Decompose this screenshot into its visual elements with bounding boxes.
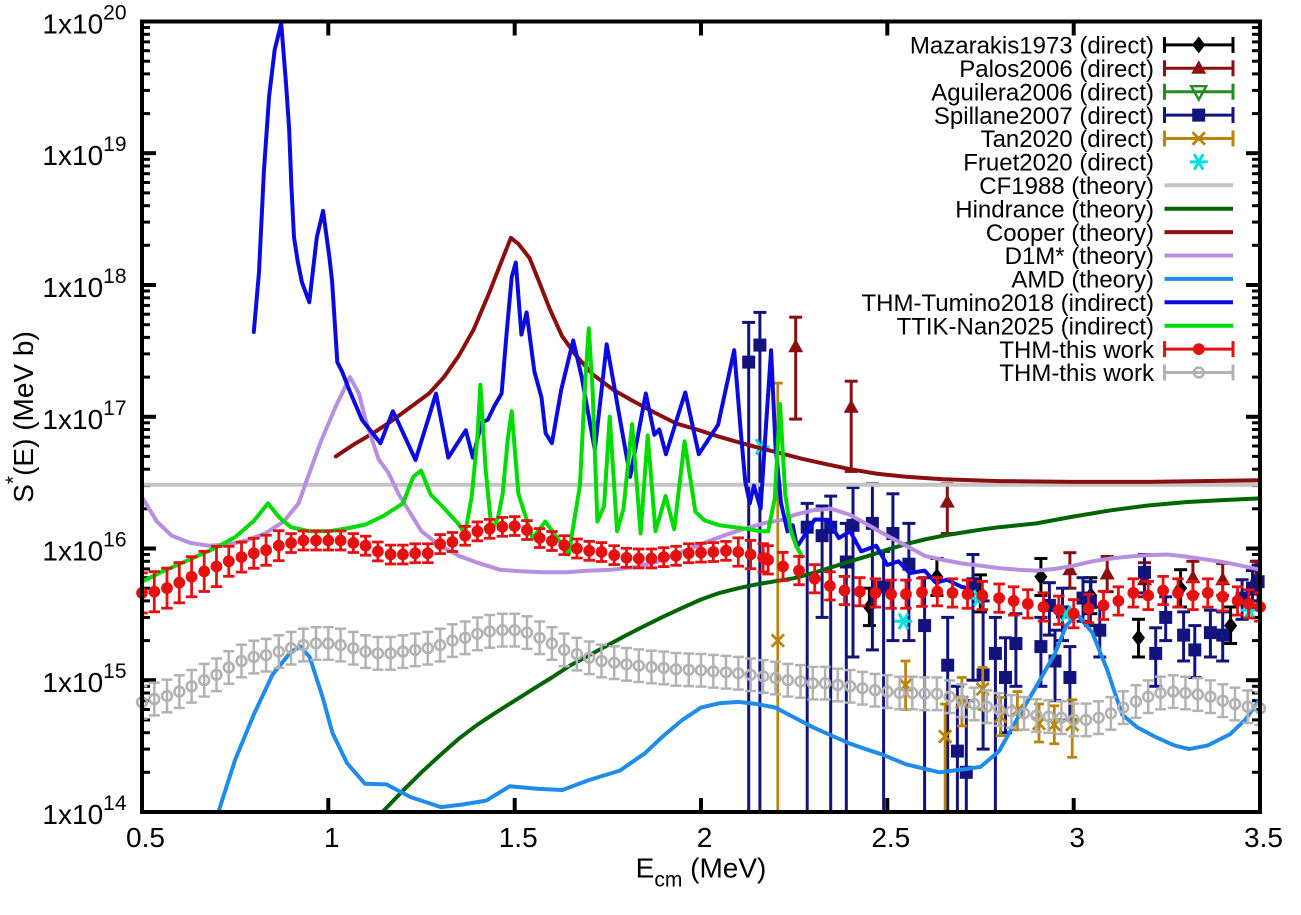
svg-text:Cooper (theory): Cooper (theory) <box>986 220 1154 247</box>
svg-text:2.5: 2.5 <box>871 822 910 853</box>
svg-text:AMD (theory): AMD (theory) <box>1011 267 1154 294</box>
svg-text:Aguilera2006 (direct): Aguilera2006 (direct) <box>931 79 1154 106</box>
svg-text:Spillane2007 (direct): Spillane2007 (direct) <box>934 103 1154 130</box>
svg-text:0.5: 0.5 <box>126 822 165 853</box>
svg-text:Mazarakis1973 (direct): Mazarakis1973 (direct) <box>910 33 1154 60</box>
svg-text:TTIK-Nan2025 (indirect): TTIK-Nan2025 (indirect) <box>897 313 1154 340</box>
svg-text:S*(E) (MeV b): S*(E) (MeV b) <box>2 331 39 503</box>
svg-text:Palos2006 (direct): Palos2006 (direct) <box>959 56 1154 83</box>
svg-text:THM-this work: THM-this work <box>999 337 1155 364</box>
svg-text:1: 1 <box>324 822 340 853</box>
svg-text:1.5: 1.5 <box>499 822 538 853</box>
svg-text:Hindrance (theory): Hindrance (theory) <box>955 196 1154 223</box>
svg-text:3: 3 <box>1069 822 1085 853</box>
svg-text:D1M* (theory): D1M* (theory) <box>1005 243 1154 270</box>
svg-text:THM-Tumino2018 (indirect): THM-Tumino2018 (indirect) <box>861 290 1154 317</box>
svg-text:CF1988 (theory): CF1988 (theory) <box>979 173 1154 200</box>
svg-text:Tan2020 (direct): Tan2020 (direct) <box>981 126 1154 153</box>
svg-text:THM-this work: THM-this work <box>999 360 1155 387</box>
svg-text:3.5: 3.5 <box>1244 822 1283 853</box>
svg-text:2: 2 <box>697 822 713 853</box>
svg-text:Fruet2020 (direct): Fruet2020 (direct) <box>963 150 1154 177</box>
